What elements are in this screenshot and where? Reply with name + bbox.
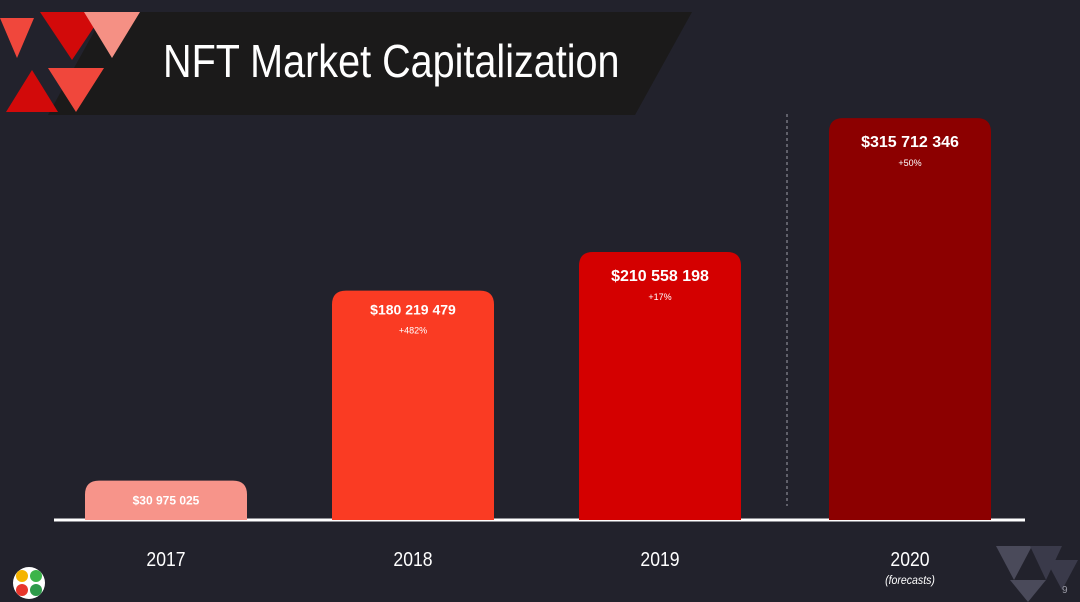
bar-2019 (579, 252, 741, 520)
page-number: 9 (1062, 585, 1068, 596)
growth-label-2019: +17% (648, 292, 671, 302)
title-band-shape (48, 12, 692, 115)
x-tick-note-2020: (forecasts) (885, 574, 935, 587)
company-logo-icon (13, 567, 45, 599)
growth-label-2018: +482% (399, 326, 427, 336)
corner-triangles-icon (996, 546, 1078, 602)
value-label-2020: $315 712 346 (861, 134, 959, 151)
growth-label-2020: +50% (898, 158, 921, 168)
x-tick-label-2017: 2017 (146, 548, 185, 570)
red-triangle-logo-icon (0, 12, 140, 112)
value-label-2017: $30 975 025 (133, 494, 200, 508)
title-band (0, 12, 692, 115)
page-title: NFT Market Capitalization (163, 35, 620, 87)
bar-2017 (85, 480, 247, 520)
value-label-2018: $180 219 479 (370, 302, 456, 318)
x-tick-label-2019: 2019 (640, 548, 679, 570)
x-tick-label-2018: 2018 (393, 548, 432, 570)
x-tick-label-2020: 2020 (890, 548, 929, 570)
bar-2018 (332, 290, 494, 520)
value-label-2019: $210 558 198 (611, 268, 709, 285)
bar-2020 (829, 118, 991, 520)
